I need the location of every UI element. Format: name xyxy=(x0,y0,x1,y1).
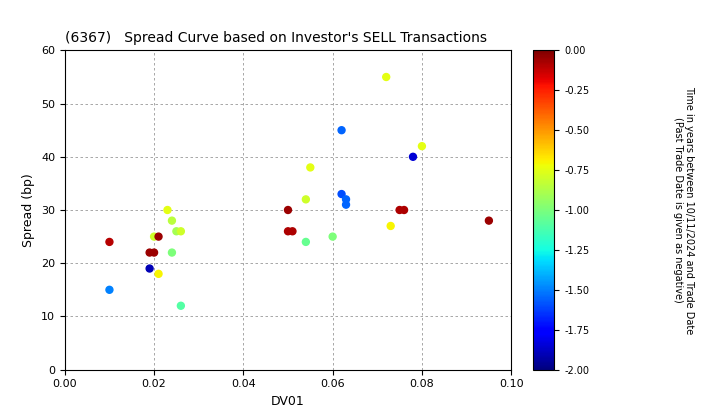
Point xyxy=(153,270,164,277)
Point xyxy=(104,239,115,245)
Point xyxy=(171,228,182,235)
X-axis label: DV01: DV01 xyxy=(271,395,305,408)
Point xyxy=(153,233,164,240)
Point xyxy=(483,217,495,224)
Point xyxy=(175,228,186,235)
Point xyxy=(398,207,410,213)
Point xyxy=(300,239,312,245)
Point xyxy=(148,233,160,240)
Point xyxy=(394,207,405,213)
Point xyxy=(327,233,338,240)
Text: (6367)   Spread Curve based on Investor's SELL Transactions: (6367) Spread Curve based on Investor's … xyxy=(65,31,487,45)
Point xyxy=(166,249,178,256)
Point xyxy=(305,164,316,171)
Point xyxy=(336,127,347,134)
Point xyxy=(385,223,397,229)
Point xyxy=(341,201,352,208)
Point xyxy=(416,143,428,150)
Y-axis label: Time in years between 10/11/2024 and Trade Date
(Past Trade Date is given as neg: Time in years between 10/11/2024 and Tra… xyxy=(672,86,694,334)
Point xyxy=(380,74,392,80)
Point xyxy=(287,228,298,235)
Point xyxy=(104,286,115,293)
Point xyxy=(282,207,294,213)
Point xyxy=(336,191,347,197)
Point xyxy=(166,217,178,224)
Point xyxy=(300,196,312,203)
Point xyxy=(282,228,294,235)
Y-axis label: Spread (bp): Spread (bp) xyxy=(22,173,35,247)
Point xyxy=(162,207,174,213)
Point xyxy=(144,265,156,272)
Point xyxy=(408,153,419,160)
Point xyxy=(144,249,156,256)
Point xyxy=(148,249,160,256)
Point xyxy=(341,196,352,203)
Point xyxy=(175,302,186,309)
